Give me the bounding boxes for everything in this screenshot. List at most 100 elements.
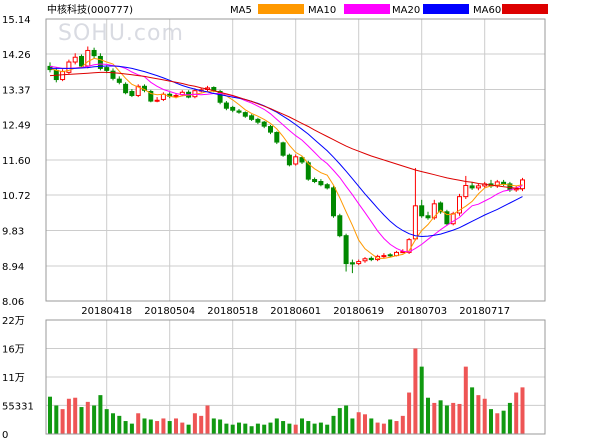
candle-body bbox=[349, 262, 355, 265]
candle bbox=[72, 53, 78, 65]
volume-bar bbox=[205, 405, 210, 434]
ma10-line bbox=[49, 63, 523, 253]
candle-body bbox=[110, 70, 116, 79]
price-tick-label: 8.94 bbox=[2, 262, 24, 273]
volume-bar bbox=[438, 400, 443, 434]
legend-swatch-ma20 bbox=[423, 4, 469, 14]
candle bbox=[368, 256, 374, 262]
candle-body bbox=[425, 215, 431, 219]
date-tick-label: 20180619 bbox=[333, 306, 384, 317]
candle-body bbox=[356, 261, 362, 265]
price-tick-label: 13.37 bbox=[2, 86, 31, 97]
candle-body bbox=[79, 55, 84, 67]
candle-body bbox=[60, 71, 66, 81]
price-tick-label: 12.49 bbox=[2, 121, 31, 132]
volume-axis: 22万 16万 11万 55331 0 bbox=[2, 316, 34, 440]
volume-bar bbox=[274, 418, 279, 434]
candle bbox=[293, 154, 299, 166]
candle bbox=[438, 201, 444, 214]
legend-swatch-ma10 bbox=[344, 4, 390, 14]
volume-bar bbox=[243, 423, 248, 434]
candle-body bbox=[280, 142, 286, 156]
price-tick-label: 8.06 bbox=[2, 297, 24, 308]
candle bbox=[116, 76, 122, 85]
candle bbox=[356, 259, 362, 266]
candle-body bbox=[324, 184, 330, 189]
volume-bar bbox=[482, 398, 487, 434]
legend-label-ma20: MA20 bbox=[392, 5, 420, 16]
volume-bar bbox=[66, 398, 71, 434]
candle-body bbox=[116, 78, 122, 83]
candle-body bbox=[91, 49, 97, 57]
candle-body bbox=[444, 211, 450, 225]
candle-body bbox=[72, 56, 78, 63]
candle-body bbox=[135, 85, 141, 96]
candle bbox=[318, 179, 324, 187]
volume-tick-label: 0 bbox=[2, 430, 8, 440]
date-tick-label: 20180504 bbox=[144, 306, 195, 317]
candle-body bbox=[381, 255, 387, 258]
volume-bar bbox=[79, 407, 84, 434]
volume-bar bbox=[117, 415, 122, 434]
candle bbox=[123, 82, 129, 95]
candle bbox=[331, 185, 336, 218]
candle-body bbox=[463, 184, 469, 198]
candle bbox=[463, 175, 469, 200]
price-tick-label: 10.72 bbox=[2, 191, 31, 202]
volume-tick-label: 16万 bbox=[2, 345, 25, 356]
volume-bar bbox=[148, 419, 153, 434]
candle bbox=[135, 84, 141, 98]
volume-bar bbox=[432, 402, 437, 434]
candle bbox=[104, 65, 110, 74]
candle bbox=[362, 257, 368, 263]
candle bbox=[419, 199, 425, 218]
candle bbox=[280, 141, 286, 157]
candle-body bbox=[457, 196, 462, 214]
volume-bar bbox=[287, 423, 292, 434]
candle-body bbox=[274, 132, 280, 143]
candle-body bbox=[419, 205, 425, 217]
volume-bar bbox=[211, 418, 216, 434]
candle bbox=[425, 211, 431, 220]
volume-bar bbox=[174, 418, 178, 434]
candle bbox=[91, 47, 97, 59]
volume-bar bbox=[136, 413, 141, 434]
candle-body bbox=[154, 99, 160, 102]
volume-bar bbox=[451, 402, 456, 434]
candle bbox=[242, 111, 248, 118]
candle-body bbox=[230, 106, 236, 111]
date-tick-label: 20180717 bbox=[459, 306, 510, 317]
candle bbox=[274, 131, 280, 145]
candle-body bbox=[469, 185, 475, 189]
candle-body bbox=[148, 90, 154, 102]
candle-body bbox=[85, 49, 91, 67]
volume-bar bbox=[407, 392, 412, 434]
date-tick-label: 20180418 bbox=[81, 306, 132, 317]
volume-tick-label: 22万 bbox=[2, 316, 25, 327]
volume-bar bbox=[268, 422, 273, 434]
volume-bar bbox=[514, 392, 519, 434]
volume-bar bbox=[73, 397, 78, 434]
volume-bar bbox=[520, 387, 525, 434]
candle-body bbox=[223, 102, 229, 109]
volume-bar bbox=[426, 397, 430, 434]
candle-body bbox=[104, 67, 110, 71]
candle bbox=[230, 105, 236, 113]
volume-bar bbox=[419, 366, 424, 434]
volume-bar bbox=[237, 422, 241, 434]
ma60-line bbox=[49, 71, 523, 190]
volume-bar bbox=[331, 415, 336, 434]
candle bbox=[324, 183, 330, 190]
volume-bar bbox=[129, 423, 134, 434]
candle bbox=[312, 177, 318, 184]
candle-body bbox=[217, 90, 223, 103]
candle bbox=[223, 101, 229, 111]
candle-body bbox=[249, 115, 255, 120]
candle bbox=[337, 213, 343, 238]
candle bbox=[261, 120, 267, 129]
price-tick-label: 11.60 bbox=[2, 156, 31, 167]
volume-bar bbox=[186, 424, 191, 434]
legend: MA5 MA10 MA20 MA60 bbox=[230, 4, 548, 16]
candle bbox=[236, 109, 242, 114]
